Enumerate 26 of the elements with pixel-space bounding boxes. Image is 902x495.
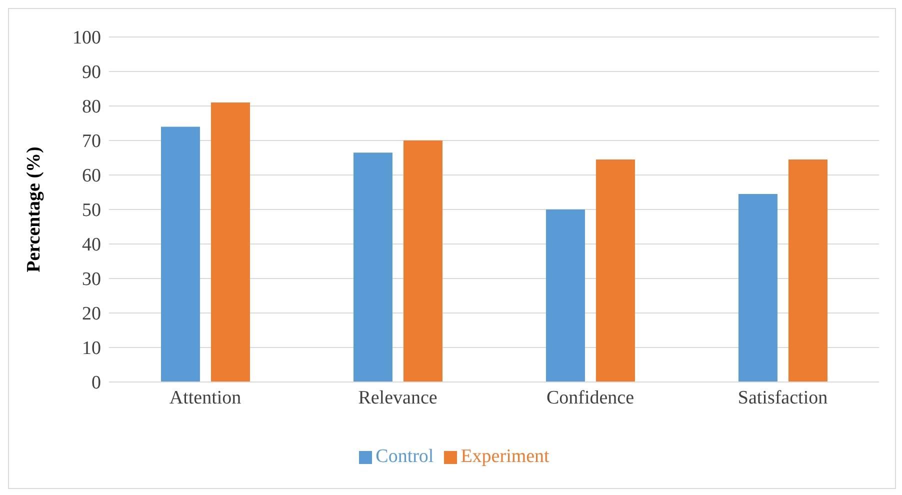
y-tick-label: 70 (82, 131, 101, 152)
y-axis-title: Percentage (%) (24, 146, 45, 272)
bar (788, 159, 828, 382)
legend-label: Control (376, 446, 434, 467)
bar (160, 126, 200, 382)
bar (353, 152, 392, 382)
x-tick-label: Satisfaction (738, 387, 828, 408)
y-tick-label: 100 (72, 28, 101, 49)
x-tick-label: Confidence (546, 387, 634, 408)
bar (738, 194, 778, 382)
y-tick-label: 50 (82, 200, 101, 222)
y-tick-label: 20 (82, 304, 101, 325)
y-tick-label: 10 (82, 338, 101, 360)
bar (210, 102, 250, 382)
bar (403, 140, 442, 382)
x-tick-label: Relevance (358, 387, 438, 408)
bar (546, 210, 585, 382)
y-tick-label: 90 (82, 62, 101, 84)
x-tick-label: Attention (169, 387, 242, 408)
legend-label: Experiment (460, 446, 550, 467)
bar (596, 159, 635, 382)
y-tick-label: 0 (92, 372, 101, 394)
y-tick-label: 40 (82, 234, 101, 256)
y-tick-label: 60 (82, 166, 101, 187)
y-tick-label: 30 (82, 269, 101, 290)
y-tick-label: 80 (82, 96, 101, 118)
